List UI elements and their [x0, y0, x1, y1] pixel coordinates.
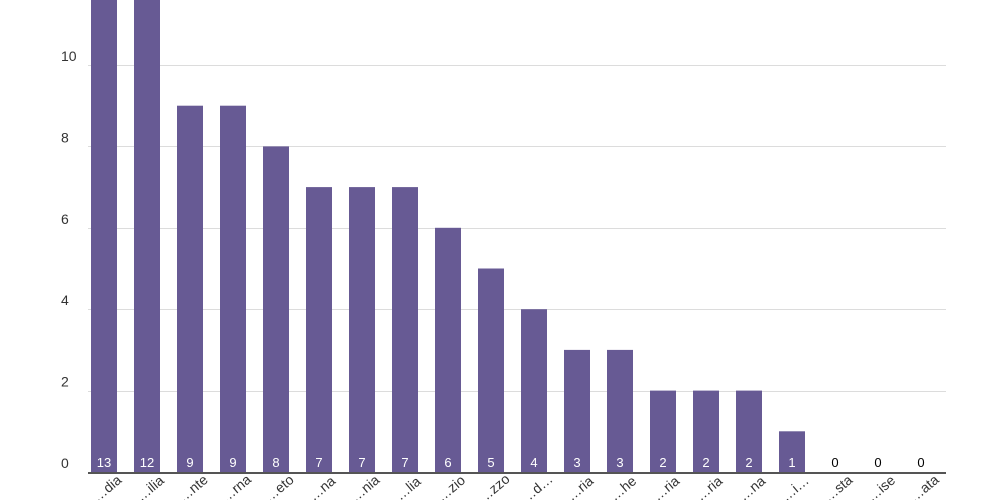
- y-tick-label: 2: [61, 374, 69, 390]
- x-category-label: …rna: [218, 471, 255, 500]
- x-category-label: …ata: [906, 471, 942, 500]
- x-category-label: …eto: [261, 471, 297, 500]
- x-category-label: …na: [305, 472, 338, 500]
- bar-value-label: 3: [573, 455, 580, 470]
- bar-value-label: 0: [831, 455, 838, 470]
- bar-value-label: 3: [616, 455, 623, 470]
- bar-value-label: 4: [530, 455, 537, 470]
- bar: [650, 390, 676, 472]
- bar-value-label: 7: [401, 455, 408, 470]
- bar-value-label: 6: [444, 455, 451, 470]
- x-axis-category-labels: …dia …ilia …nte …rna …eto …na …nia …lia …zio …zzo…: [89, 470, 942, 500]
- bar: [521, 309, 547, 472]
- x-category-label: …ria: [563, 472, 596, 500]
- bar-value-label: 0: [917, 455, 924, 470]
- x-category-label: …ria: [692, 472, 725, 500]
- x-category-label: …na: [735, 472, 768, 500]
- bar-value-label: 2: [659, 455, 666, 470]
- x-category-label: …nte: [175, 471, 211, 500]
- bar-value-label: 9: [186, 455, 193, 470]
- bar: [435, 227, 461, 472]
- x-category-label: …zio: [433, 472, 468, 500]
- bar: [392, 187, 418, 472]
- bar-value-label: 9: [229, 455, 236, 470]
- x-category-label: …sta: [820, 471, 855, 500]
- bar-value-label: 2: [702, 455, 709, 470]
- bar: [693, 390, 719, 472]
- bar-value-label: 1: [788, 455, 795, 470]
- x-category-label: …zzo: [475, 470, 513, 500]
- y-tick-label: 0: [61, 455, 69, 471]
- bar-value-labels: 13 12 9 9 8 7 7 7 6 5 4 3 3 2 2 2 1 0 0 0: [97, 455, 925, 470]
- y-axis-tick-labels: 0 2 4 6 8 10: [61, 48, 77, 471]
- x-category-label: …ilia: [133, 472, 167, 500]
- y-tick-label: 4: [61, 292, 69, 308]
- bar-value-label: 2: [745, 455, 752, 470]
- bar: [220, 105, 246, 472]
- bar: [478, 268, 504, 472]
- bar-value-label: 5: [487, 455, 494, 470]
- x-category-label: …ise: [863, 472, 898, 500]
- bar-value-label: 8: [272, 455, 279, 470]
- bar: [91, 0, 117, 472]
- bar: [177, 105, 203, 472]
- bar: [779, 431, 805, 472]
- bar-value-label: 7: [315, 455, 322, 470]
- x-category-label: …nia: [347, 471, 382, 500]
- y-tick-label: 6: [61, 211, 69, 227]
- bar: [134, 0, 160, 472]
- bar: [349, 187, 375, 472]
- y-tick-label: 8: [61, 129, 69, 145]
- y-tick-label: 10: [61, 48, 77, 64]
- bar: [263, 146, 289, 472]
- bars: [91, 0, 805, 472]
- bar: [306, 187, 332, 472]
- bar-value-label: 7: [358, 455, 365, 470]
- x-category-label: …dia: [89, 471, 124, 500]
- bar: [564, 349, 590, 472]
- grid-lines: [88, 65, 946, 392]
- x-category-label: …ria: [649, 472, 682, 500]
- x-category-label: …d…: [518, 471, 556, 500]
- bar-value-label: 13: [97, 455, 111, 470]
- bar: [736, 390, 762, 472]
- bar-value-label: 0: [874, 455, 881, 470]
- bar: [607, 349, 633, 472]
- bar-value-label: 12: [140, 455, 154, 470]
- x-category-label: …i…: [778, 472, 812, 500]
- x-category-label: …lia: [392, 473, 424, 500]
- x-category-label: …he: [606, 472, 639, 500]
